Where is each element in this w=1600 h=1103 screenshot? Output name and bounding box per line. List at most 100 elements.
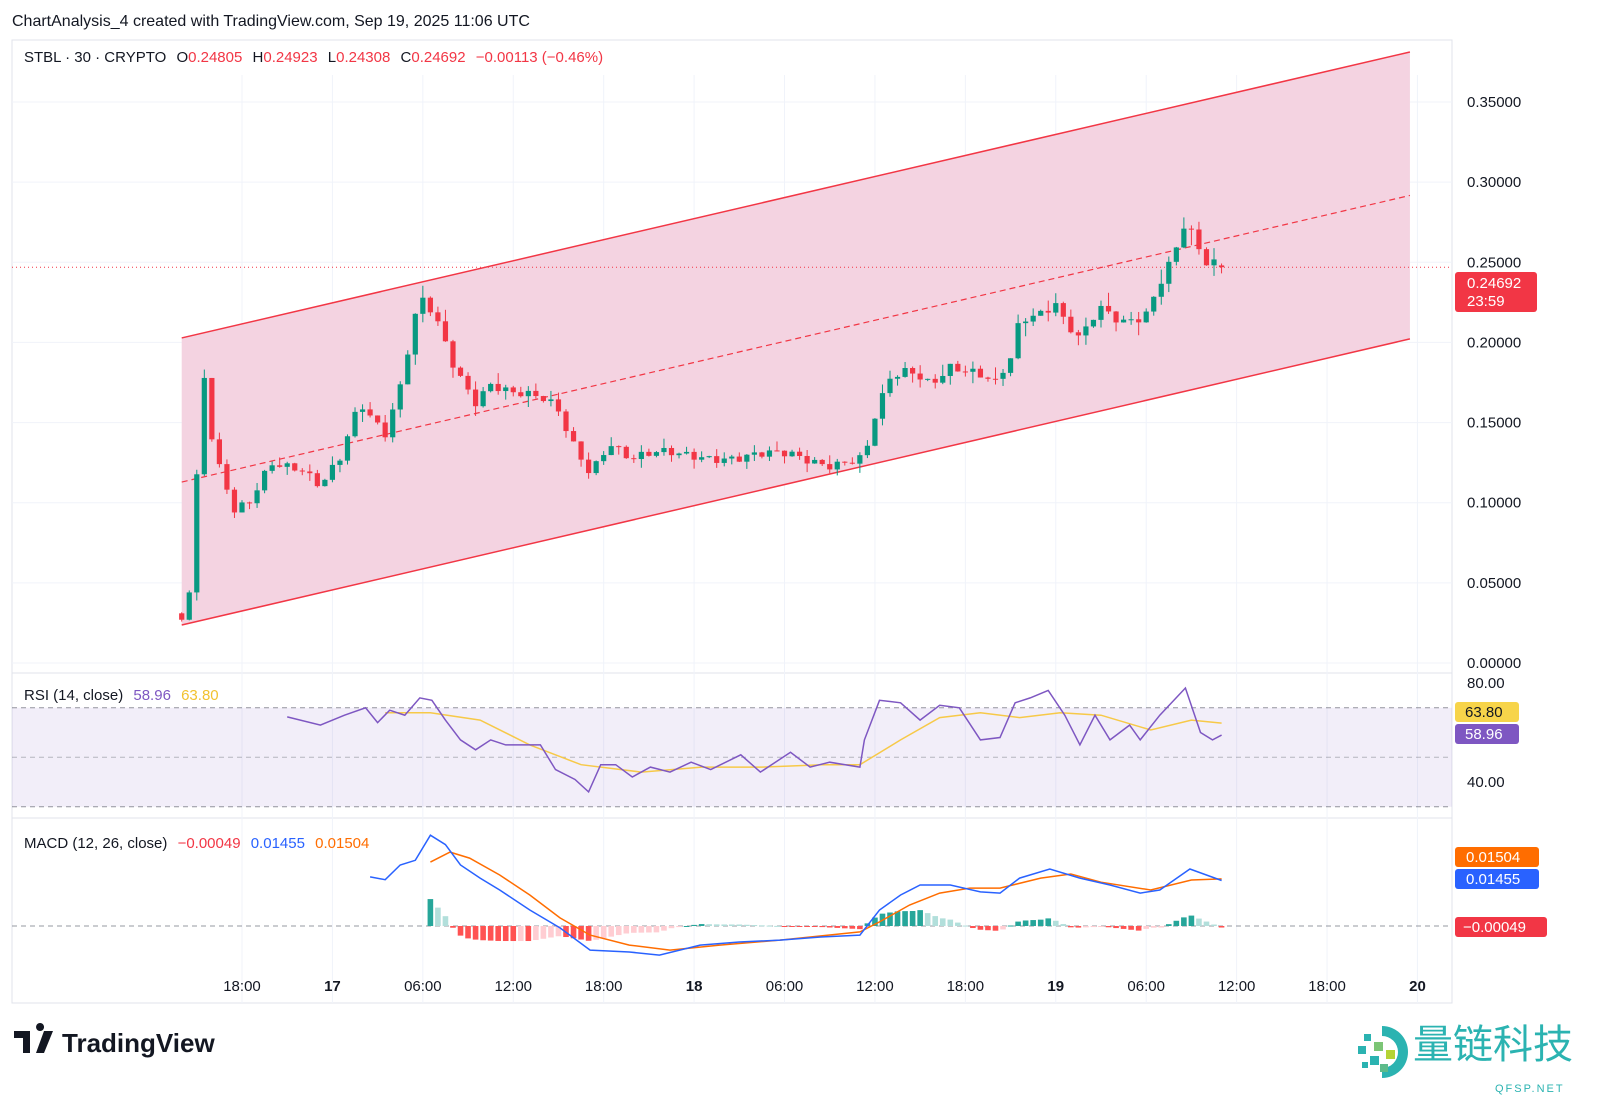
macd-histogram-bar bbox=[465, 926, 471, 939]
macd-histogram-bar bbox=[533, 926, 539, 941]
candle-body bbox=[518, 392, 524, 397]
candle-body bbox=[292, 463, 298, 471]
rsi-line bbox=[287, 686, 1222, 794]
chart-caption: ChartAnalysis_4 created with TradingView… bbox=[12, 13, 530, 30]
macd-histogram-bar bbox=[811, 926, 818, 927]
candle-body bbox=[450, 341, 456, 368]
macd-histogram-bar bbox=[615, 926, 622, 936]
candle-body bbox=[1136, 319, 1142, 323]
candle-body bbox=[1166, 261, 1172, 284]
macd-histogram-bar bbox=[578, 926, 584, 940]
x-tick-label: 18:00 bbox=[1308, 978, 1346, 995]
candle-body bbox=[804, 455, 810, 464]
candle-body bbox=[706, 456, 712, 458]
x-tick-label: 12:00 bbox=[856, 978, 894, 995]
macd-pane bbox=[12, 834, 1452, 956]
macd-histogram-bar bbox=[796, 926, 803, 927]
macd-histogram-bar bbox=[517, 926, 524, 942]
macd-histogram-bar bbox=[1158, 926, 1165, 928]
candle-body bbox=[812, 459, 818, 464]
macd-histogram-bar bbox=[676, 926, 682, 928]
x-tick-label: 18:00 bbox=[223, 978, 261, 995]
rsi-tick-label: 80.00 bbox=[1467, 675, 1505, 692]
macd-histogram-bar bbox=[804, 926, 810, 927]
macd-histogram-bar bbox=[480, 926, 486, 941]
candle-body bbox=[480, 391, 486, 407]
candle-body bbox=[359, 409, 366, 412]
macd-histogram-bar bbox=[1022, 920, 1029, 926]
candle-body bbox=[1211, 259, 1217, 266]
macd-histogram-bar bbox=[661, 926, 667, 931]
macd-histogram-bar bbox=[939, 918, 946, 926]
macd-histogram-bar bbox=[706, 924, 712, 926]
candle-body bbox=[1143, 311, 1149, 323]
macd-histogram-bar bbox=[962, 925, 969, 927]
candle-body bbox=[472, 389, 479, 407]
macd-histogram-bar bbox=[495, 926, 501, 941]
y-tick-label: 0.35000 bbox=[1467, 94, 1521, 111]
candle-body bbox=[533, 390, 539, 397]
x-tick-label: 18 bbox=[686, 978, 703, 995]
macd-histogram-bar bbox=[917, 910, 923, 926]
macd-histogram-bar bbox=[1098, 926, 1104, 927]
candle-body bbox=[857, 455, 863, 464]
candle-body bbox=[427, 297, 433, 313]
macd-histogram-bar bbox=[1181, 917, 1187, 926]
signal-line bbox=[430, 851, 1222, 951]
macd-histogram-bar bbox=[955, 922, 961, 926]
candle-body bbox=[623, 446, 629, 459]
svg-text:量链科技: 量链科技 bbox=[1413, 1023, 1573, 1067]
macd-histogram-bar bbox=[857, 926, 863, 930]
macd-histogram-bar bbox=[789, 926, 795, 927]
macd-histogram-bar bbox=[1150, 926, 1157, 928]
candle-body bbox=[1158, 283, 1164, 297]
candle-body bbox=[367, 409, 373, 416]
macd-histogram-bar bbox=[450, 926, 456, 928]
macd-histogram-bar bbox=[909, 911, 916, 926]
macd-histogram-bar bbox=[826, 926, 833, 928]
macd-histogram-bar bbox=[992, 926, 999, 931]
candle-body bbox=[231, 489, 238, 513]
watermark-logo-icon bbox=[1358, 1026, 1408, 1078]
candle-body bbox=[1188, 228, 1195, 230]
candle-body bbox=[902, 368, 908, 377]
candle-body bbox=[269, 465, 275, 471]
candle-body bbox=[729, 456, 735, 459]
macd-histogram-bar bbox=[1015, 921, 1021, 926]
macd-histogram-bar bbox=[819, 926, 825, 928]
candle-body bbox=[683, 451, 690, 454]
macd-histogram-bar bbox=[1105, 926, 1112, 928]
candle-body bbox=[586, 459, 592, 474]
candle-body bbox=[262, 470, 268, 491]
candle-body bbox=[1015, 323, 1021, 359]
last-price-badge: 0.24692 23:59 bbox=[1455, 272, 1537, 312]
candle-body bbox=[917, 373, 923, 380]
rsi-badge: 58.96 bbox=[1455, 724, 1519, 744]
candle-body bbox=[910, 368, 916, 374]
candle-body bbox=[616, 446, 622, 448]
macd-histogram-bar bbox=[683, 926, 690, 927]
candle-body bbox=[179, 613, 185, 620]
macd-histogram-bar bbox=[1075, 926, 1082, 928]
macd-histogram-bar bbox=[977, 926, 984, 930]
rsi-tick-label: 40.00 bbox=[1467, 774, 1505, 791]
candle-body bbox=[766, 450, 773, 457]
parallel-channel[interactable] bbox=[12, 51, 1452, 626]
macd-histogram-bar bbox=[502, 926, 509, 942]
candle-body bbox=[555, 399, 562, 412]
tradingview-logo[interactable]: TradingView bbox=[14, 1023, 215, 1058]
candle-body bbox=[736, 456, 742, 462]
candle-body bbox=[827, 464, 833, 470]
macd-histogram-bar bbox=[646, 926, 652, 933]
macd-histogram-bar bbox=[721, 924, 728, 926]
rsi-pane bbox=[12, 686, 1452, 808]
macd-histogram-bar bbox=[932, 916, 939, 926]
candle-body bbox=[1068, 316, 1074, 333]
candle-body bbox=[834, 461, 840, 470]
candle-body bbox=[352, 411, 358, 437]
macd-histogram-bar bbox=[1060, 924, 1067, 926]
candle-body bbox=[299, 470, 305, 472]
macd-histogram-bar bbox=[593, 926, 599, 940]
macd-histogram-bar bbox=[1045, 918, 1052, 926]
candle-body bbox=[442, 321, 449, 342]
